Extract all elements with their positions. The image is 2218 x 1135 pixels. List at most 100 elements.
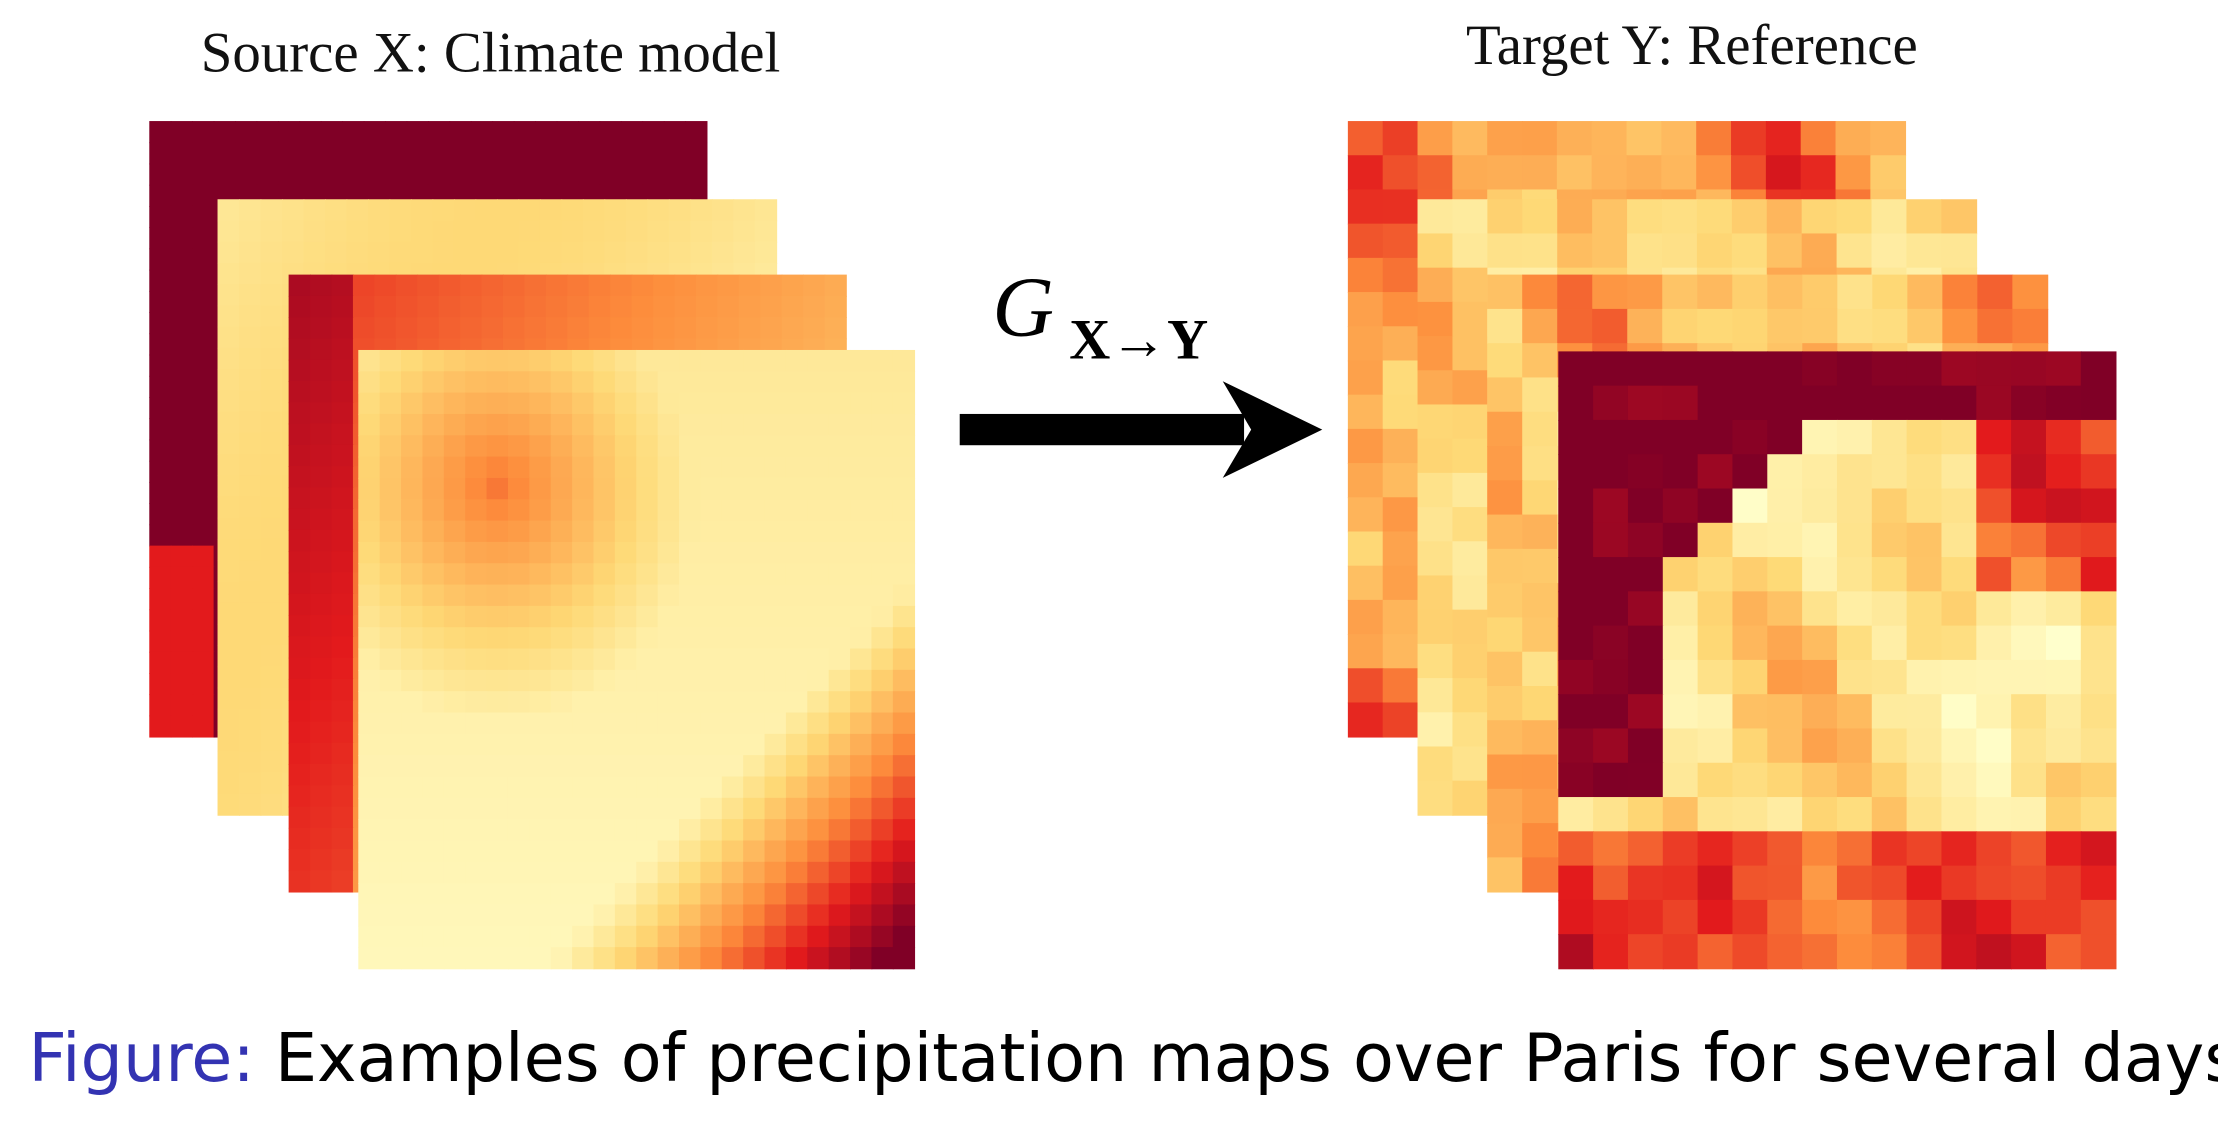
- heatmap-cell: [260, 305, 283, 328]
- heatmap-cell: [170, 503, 194, 526]
- heatmap-cell: [358, 883, 381, 906]
- heatmap-cell: [828, 520, 851, 543]
- heatmap-cell: [1347, 121, 1384, 157]
- heatmap-cell: [422, 456, 445, 479]
- heatmap-cell: [1802, 659, 1838, 696]
- heatmap-cell: [1452, 370, 1489, 406]
- mapping-symbol: G: [992, 261, 1054, 355]
- heatmap-cell: [807, 712, 830, 735]
- heatmap-cell: [331, 295, 354, 319]
- heatmap-cell: [700, 883, 723, 906]
- heatmap-cell: [614, 563, 638, 586]
- heatmap-cell: [614, 904, 638, 927]
- heatmap-cell: [288, 529, 311, 553]
- heatmap-cell: [192, 184, 215, 207]
- heatmap-cell: [389, 241, 412, 264]
- heatmap-cell: [807, 371, 830, 394]
- heatmap-cell: [1802, 899, 1838, 936]
- heatmap-cell: [170, 375, 194, 398]
- heatmap-cell: [807, 669, 830, 693]
- heatmap-cell: [850, 499, 873, 522]
- heatmap-cell: [422, 755, 445, 778]
- heatmap-cell: [379, 733, 402, 757]
- heatmap-cell: [379, 627, 402, 650]
- heatmap-cell: [679, 520, 702, 543]
- heatmap-cell: [743, 499, 766, 522]
- heatmap-cell: [764, 925, 787, 948]
- heatmap-cell: [465, 349, 488, 373]
- heatmap-cell: [217, 538, 240, 561]
- heatmap-cell: [721, 712, 745, 735]
- heatmap-cell: [1522, 548, 1559, 584]
- heatmap-cell: [764, 392, 787, 415]
- heatmap-cell: [1347, 702, 1384, 738]
- heatmap-cell: [625, 220, 649, 243]
- heatmap-cell: [539, 220, 563, 243]
- heatmap-cell: [785, 349, 809, 373]
- heatmap-cell: [310, 295, 333, 319]
- heatmap-cell: [721, 925, 745, 948]
- heatmap-cell: [636, 584, 659, 607]
- heatmap-cell: [700, 392, 723, 415]
- heatmap-cell: [486, 413, 509, 437]
- heatmap-cell: [764, 648, 787, 671]
- heatmap-cell: [1452, 438, 1489, 474]
- heatmap-cell: [492, 163, 515, 186]
- heatmap-cell: [443, 520, 467, 543]
- heatmap-cell: [828, 691, 851, 714]
- heatmap-cell: [524, 295, 547, 319]
- heatmap-cell: [524, 317, 547, 340]
- heatmap-cell: [614, 733, 638, 757]
- heatmap-cell: [192, 163, 215, 186]
- heatmap-cell: [192, 354, 215, 377]
- heatmap-cell: [192, 312, 215, 335]
- heatmap-cell: [1802, 351, 1838, 387]
- heatmap-cell: [217, 305, 240, 328]
- heatmap-cell: [785, 840, 809, 863]
- heatmap-cell: [529, 776, 552, 799]
- heatmap-cell: [277, 163, 301, 186]
- heatmap-cell: [379, 541, 402, 565]
- heatmap-cell: [170, 205, 194, 229]
- heatmap-cell: [507, 712, 531, 735]
- heatmap-cell: [700, 648, 723, 671]
- heatmap-cell: [636, 520, 659, 543]
- heatmap-cell: [700, 520, 723, 543]
- heatmap-cell: [358, 712, 381, 735]
- heatmap-cell: [1871, 934, 1908, 970]
- heatmap-cell: [486, 435, 509, 458]
- heatmap-cell: [1627, 728, 1664, 764]
- heatmap-cell: [636, 755, 659, 778]
- heatmap-cell: [310, 508, 333, 531]
- heatmap-cell: [764, 456, 787, 479]
- heatmap-cell: [310, 615, 333, 638]
- heatmap-cell: [239, 262, 262, 286]
- heatmap-cell: [1417, 155, 1454, 191]
- heatmap-cell: [1558, 454, 1594, 490]
- heatmap-cell: [149, 333, 172, 356]
- heatmap-cell: [785, 691, 809, 714]
- heatmap-cell: [529, 925, 552, 948]
- heatmap-cell: [1627, 308, 1664, 345]
- heatmap-cell: [170, 142, 194, 165]
- heatmap-cell: [217, 475, 240, 498]
- heatmap-cell: [1732, 308, 1769, 345]
- heatmap-cell: [401, 435, 424, 458]
- heatmap-cell: [529, 755, 552, 778]
- heatmap-cell: [614, 477, 638, 501]
- heatmap-cell: [807, 776, 830, 799]
- heatmap-cell: [690, 220, 713, 243]
- heatmap-cell: [850, 925, 873, 948]
- heatmap-cell: [1662, 728, 1699, 764]
- heatmap-cell: [871, 605, 894, 629]
- heatmap-cell: [443, 797, 467, 821]
- heatmap-cell: [636, 371, 659, 394]
- heatmap-cell: [871, 563, 894, 586]
- heatmap-cell: [550, 669, 573, 693]
- heatmap-cell: [610, 295, 633, 319]
- heatmap-cell: [1661, 121, 1698, 157]
- heatmap-cell: [657, 349, 680, 373]
- heatmap-cell: [2012, 308, 2049, 345]
- heatmap-cell: [657, 819, 680, 842]
- heatmap-cell: [764, 413, 787, 437]
